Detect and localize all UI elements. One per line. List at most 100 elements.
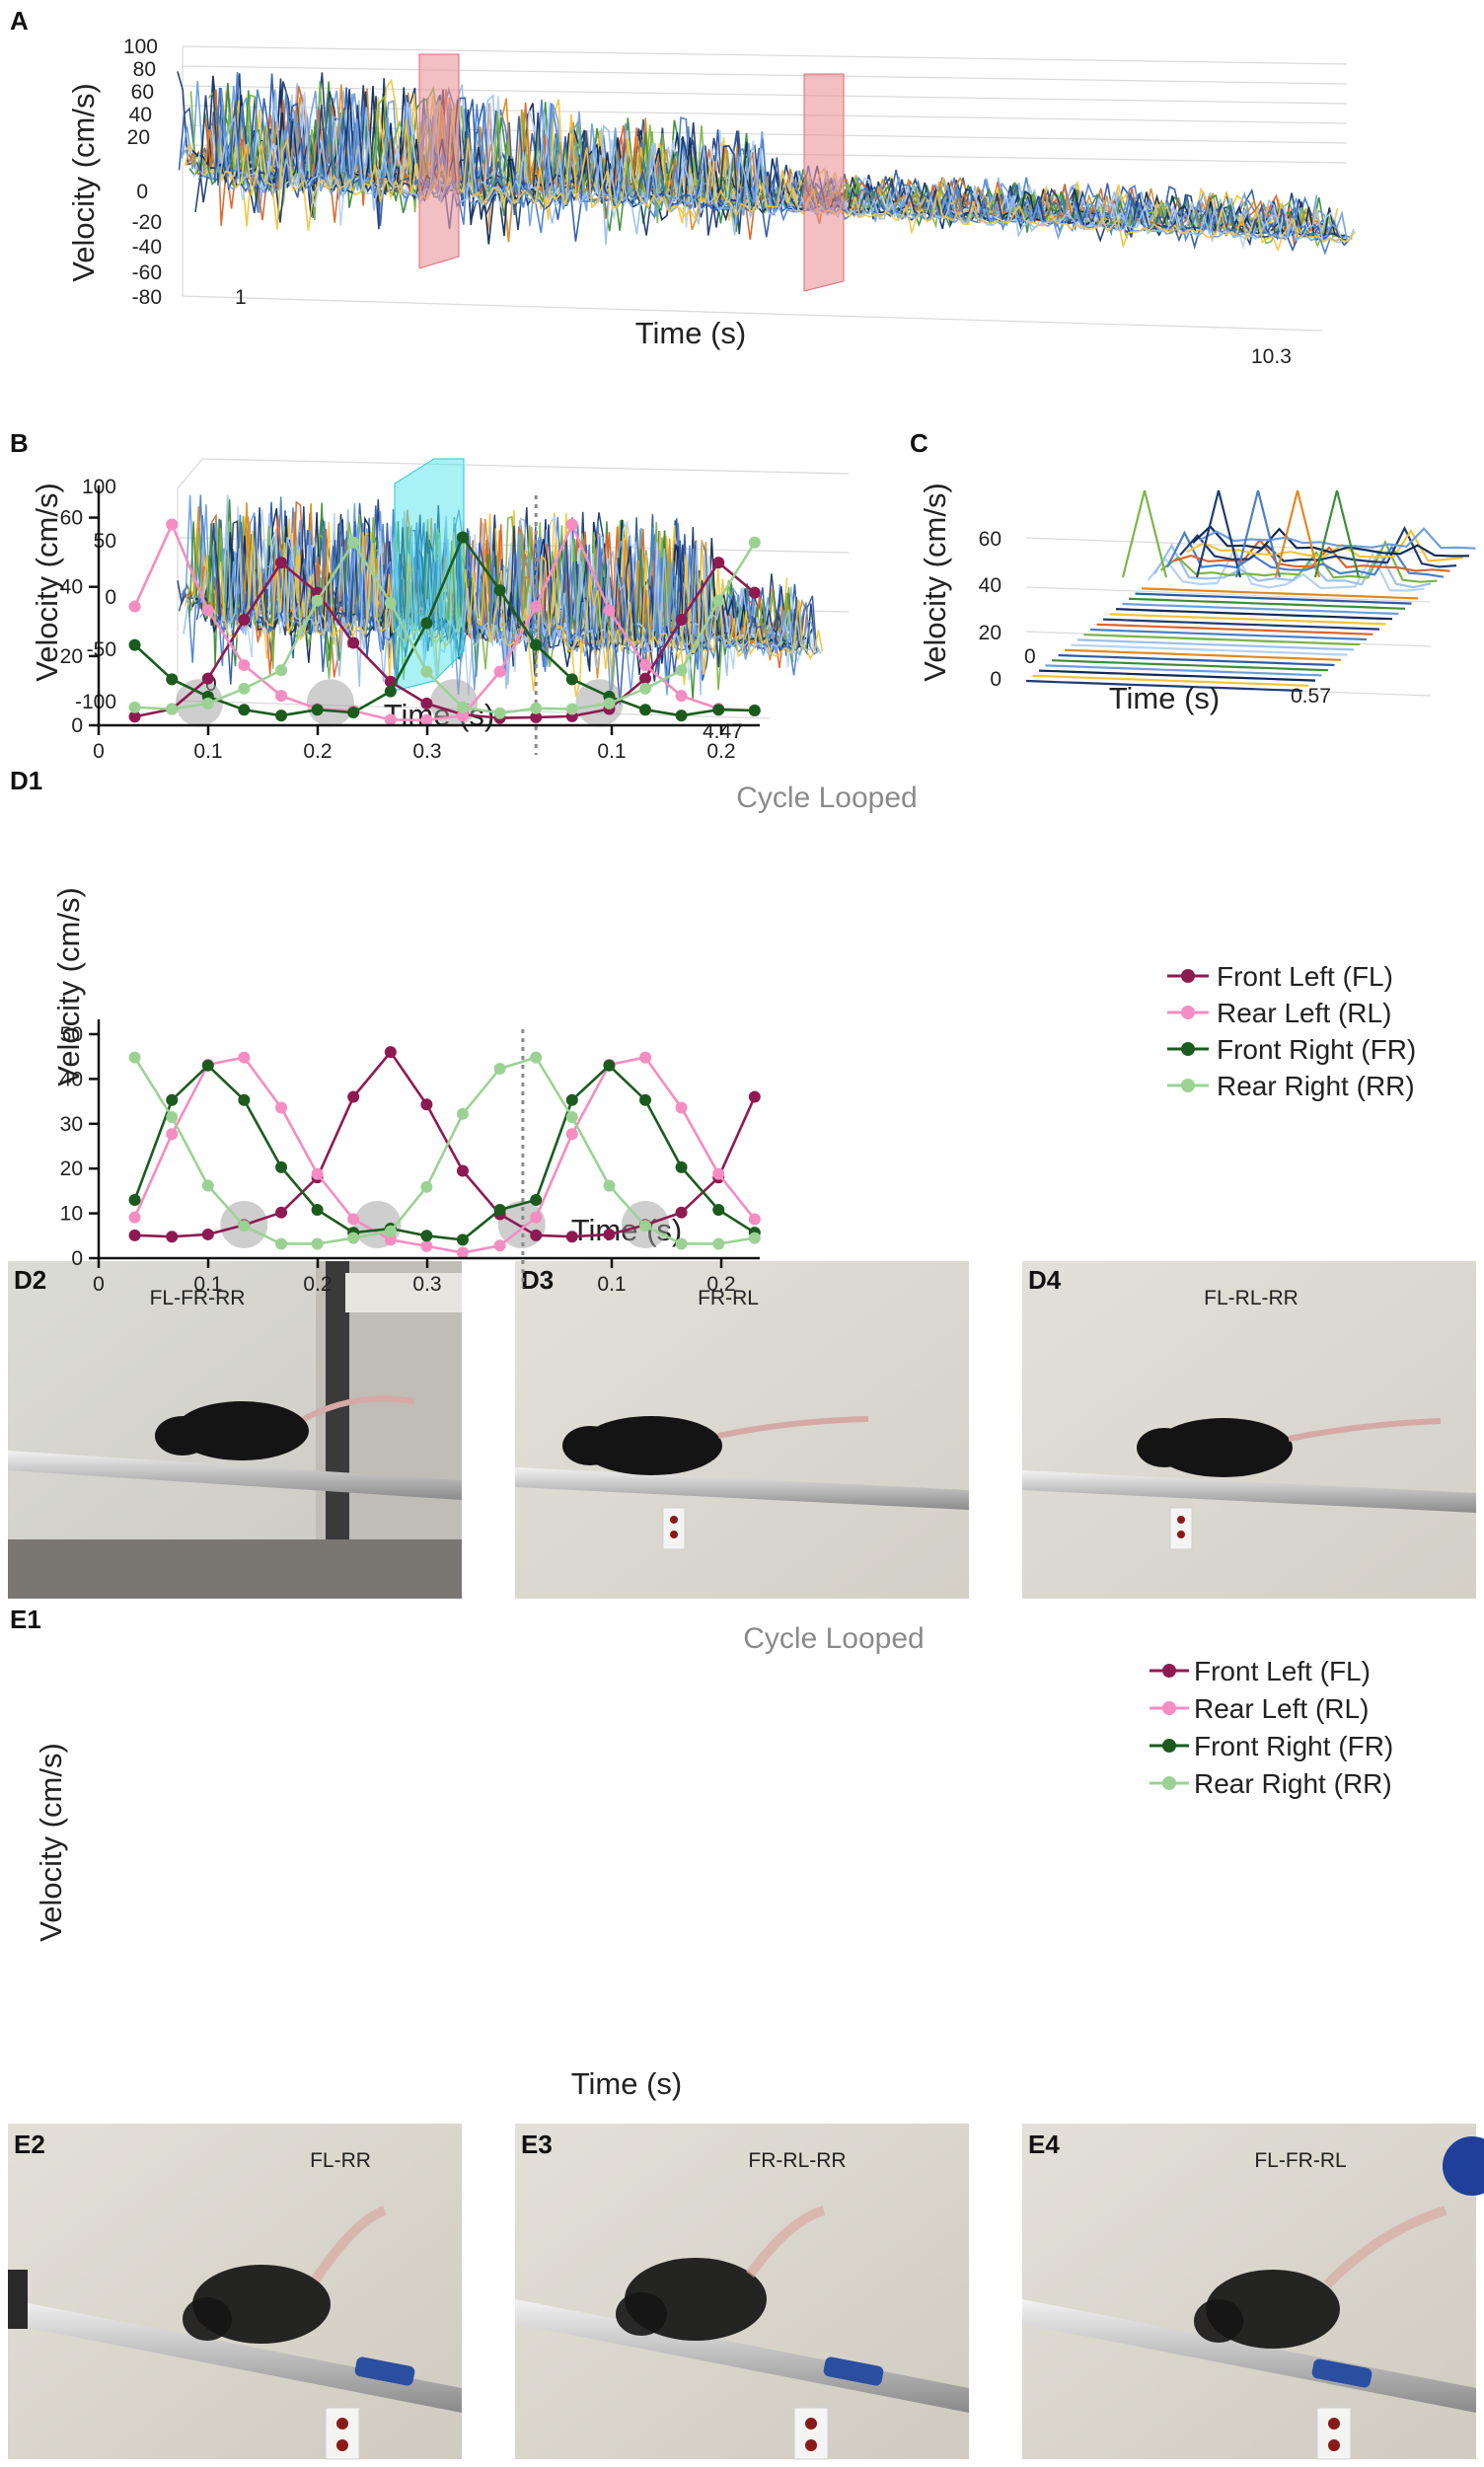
velocity-trace bbox=[1102, 618, 1380, 631]
photo-e2-outlet-plug bbox=[336, 2439, 348, 2451]
panel-a-ytick: -60 bbox=[132, 262, 162, 284]
velocity-trace bbox=[1096, 623, 1373, 635]
data-point-rl bbox=[420, 713, 433, 726]
photo-d2-caption: FL-FR-RR bbox=[150, 1287, 246, 1309]
velocity-trace bbox=[1076, 638, 1355, 651]
data-point-rr bbox=[712, 594, 725, 607]
panel-b-label: B bbox=[10, 428, 29, 458]
data-point-fr bbox=[311, 704, 324, 716]
data-point-rr bbox=[493, 1062, 506, 1075]
data-point-rr bbox=[201, 697, 214, 710]
panel-d1-cycle-label: Cycle Looped bbox=[736, 782, 917, 814]
data-point-fl bbox=[347, 636, 360, 649]
data-point-rl bbox=[565, 518, 578, 531]
series-line-fl bbox=[134, 1050, 756, 1238]
photo-e3-rod-cap bbox=[823, 2356, 884, 2386]
velocity-trace bbox=[1025, 679, 1303, 693]
legend-label-fl: Front Left (FL) bbox=[1194, 1656, 1371, 1686]
data-point-fr bbox=[493, 584, 506, 597]
data-point-fr bbox=[493, 1203, 506, 1216]
x-tick-label: 0.3 bbox=[412, 740, 441, 763]
data-point-fr bbox=[128, 1193, 141, 1206]
data-point-fl bbox=[128, 1229, 141, 1241]
photo-e2-rod bbox=[8, 2299, 462, 2413]
data-point-rl bbox=[712, 1167, 725, 1180]
panel-b-ytick: 0 bbox=[105, 586, 116, 609]
photo-d3-label: D3 bbox=[521, 1265, 554, 1295]
data-point-fl bbox=[603, 1228, 616, 1240]
velocity-trace bbox=[1051, 659, 1329, 672]
data-point-rr bbox=[166, 1110, 179, 1123]
series-line-fr bbox=[133, 534, 755, 717]
data-point-fl bbox=[639, 672, 651, 685]
photo-e3-label: E3 bbox=[521, 2130, 553, 2159]
velocity-trace bbox=[217, 526, 821, 703]
panel-a-ytick: -20 bbox=[132, 211, 162, 234]
y-tick-label: 20 bbox=[60, 645, 83, 668]
gait-highlight-circle bbox=[175, 679, 223, 727]
photo-e2-clip bbox=[8, 2270, 28, 2329]
legend-label-fl: Front Left (FL) bbox=[1217, 961, 1393, 992]
data-point-rr bbox=[456, 1107, 469, 1120]
data-point-fl bbox=[201, 672, 214, 685]
peak-trace bbox=[1234, 489, 1282, 578]
panel-c-x-start: 0 bbox=[1024, 645, 1036, 668]
data-point-fr bbox=[639, 1093, 651, 1106]
y-tick-label: 40 bbox=[60, 1068, 83, 1090]
velocity-trace bbox=[1115, 608, 1393, 621]
mouse-body bbox=[580, 1416, 722, 1475]
data-point-rl bbox=[128, 600, 141, 613]
data-point-rl bbox=[420, 1239, 433, 1252]
velocity-trace bbox=[1089, 628, 1368, 641]
photo-e3-outlet bbox=[793, 2407, 829, 2460]
data-point-rr bbox=[639, 682, 651, 695]
y-tick-label: 60 bbox=[60, 507, 83, 530]
data-point-rr bbox=[712, 1237, 725, 1250]
velocity-trace bbox=[1071, 643, 1348, 656]
photo-d3: D3 FR-RL bbox=[515, 1261, 969, 1599]
data-point-rr bbox=[384, 597, 397, 610]
mouse-tail bbox=[1323, 2205, 1447, 2288]
photo-d4-caption: FL-RL-RR bbox=[1204, 1287, 1298, 1309]
data-point-fr bbox=[311, 1203, 324, 1216]
data-point-fr bbox=[712, 1203, 725, 1216]
x-tick-label: 0.1 bbox=[193, 1273, 222, 1296]
data-point-fl bbox=[712, 557, 725, 569]
photo-e4-caption: FL-FR-RL bbox=[1254, 2149, 1346, 2172]
panel-e1-ylabel: Velocity (cm/s) bbox=[34, 1743, 68, 1942]
photo-e3-outlet-plug bbox=[805, 2439, 817, 2451]
peak-trace bbox=[1195, 489, 1242, 578]
photo-e4: E4 FL-FR-RL bbox=[1022, 2124, 1484, 2460]
velocity-trace bbox=[1128, 597, 1406, 610]
data-point-rr bbox=[748, 536, 761, 549]
photo-e2-rod-cap bbox=[354, 2356, 415, 2386]
data-point-rl bbox=[166, 518, 179, 531]
data-point-rr bbox=[675, 1237, 688, 1250]
data-point-rl bbox=[530, 600, 543, 613]
legend-marker-rl bbox=[1162, 1701, 1176, 1715]
panel-d1-label: D1 bbox=[10, 766, 42, 795]
panel-c: C 60 40 20 0 Velocity (cm/s) 0 Time (s) … bbox=[910, 428, 1476, 715]
data-point-rr bbox=[603, 697, 616, 710]
data-point-rl bbox=[565, 1128, 578, 1141]
velocity-trace bbox=[1109, 613, 1386, 626]
legend-label-rr: Rear Right (RR) bbox=[1194, 1768, 1392, 1799]
data-point-rr bbox=[456, 701, 469, 713]
data-point-rl bbox=[128, 1211, 141, 1224]
data-point-rl bbox=[456, 1246, 469, 1259]
photo-e2-outlet-plug bbox=[336, 2418, 348, 2430]
data-point-rr bbox=[748, 1232, 761, 1244]
gait-highlight-circle bbox=[575, 679, 624, 727]
series-line-fr bbox=[133, 1063, 756, 1241]
y-tick-label: 10 bbox=[60, 1203, 83, 1226]
panel-a-highlight-window-1 bbox=[418, 53, 460, 269]
y-tick-label: 50 bbox=[60, 1023, 83, 1046]
panel-b-ytick: 50 bbox=[94, 530, 116, 553]
mouse-head bbox=[616, 2292, 667, 2336]
x-tick-label: 0.2 bbox=[303, 1273, 332, 1296]
peak-trace bbox=[1313, 489, 1361, 578]
velocity-trace bbox=[219, 521, 824, 692]
legend-marker-fr bbox=[1162, 1739, 1176, 1753]
panel-d1-plot: 0 20 40 60 0 0.1 0.2 0.3 0.1 0.2 bbox=[60, 486, 761, 763]
photo-e2-label: E2 bbox=[14, 2130, 45, 2159]
